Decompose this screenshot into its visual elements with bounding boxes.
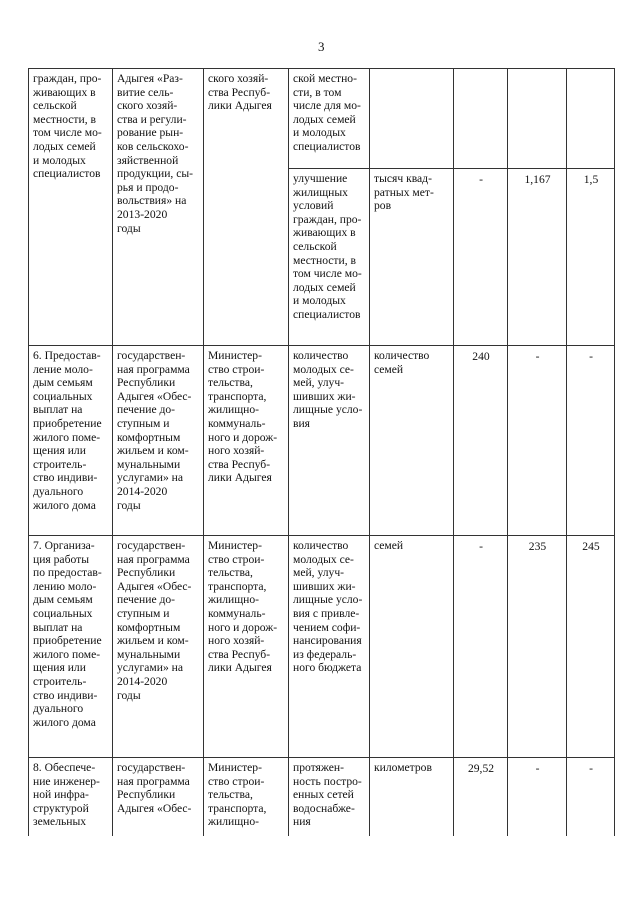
- page-number: 3: [318, 39, 325, 54]
- table-row: 6. Предостав- ление моло- дым семьям соц…: [28, 345, 615, 536]
- value-cell: 240: [453, 345, 508, 536]
- program-cell: государствен- ная программа Республики А…: [112, 757, 204, 836]
- table-row: граждан, про- живающих в сельской местно…: [28, 68, 615, 346]
- event-cell: 6. Предостав- ление моло- дым семьям соц…: [28, 345, 113, 536]
- value-cell: [453, 68, 508, 169]
- event-cell: граждан, про- живающих в сельской местно…: [28, 68, 113, 346]
- executor-cell: Министер- ство строи- тельства, транспор…: [203, 757, 289, 836]
- program-cell: государствен- ная программа Республики А…: [112, 535, 204, 758]
- table-row: 8. Обеспече- ние инженер- ной инфра- стр…: [28, 757, 615, 836]
- value-cell: 1,167: [507, 168, 567, 346]
- indicator-cell: количество молодых се- мей, улуч- шивших…: [288, 345, 370, 536]
- value-cell: -: [453, 535, 508, 758]
- value-cell: -: [566, 345, 615, 536]
- unit-cell: тысяч квад- ратных мет- ров: [369, 168, 454, 346]
- value-cell: 29,52: [453, 757, 508, 836]
- executor-cell: Министер- ство строи- тельства, транспор…: [203, 345, 289, 536]
- indicator-cell: ской местно- сти, в том числе для мо- ло…: [288, 68, 370, 169]
- event-cell: 7. Организа- ция работы по предостав- ле…: [28, 535, 113, 758]
- value-cell: 1,5: [566, 168, 615, 346]
- executor-cell: ского хозяй- ства Респуб- лики Адыгея: [203, 68, 289, 346]
- table-row: 7. Организа- ция работы по предостав- ле…: [28, 535, 615, 758]
- programs-table: граждан, про- живающих в сельской местно…: [28, 68, 615, 836]
- value-cell: [507, 68, 567, 169]
- program-cell: Адыгея «Раз- витие сель- ского хозяй- ст…: [112, 68, 204, 346]
- indicator-cell: протяжен- ность постро- енных сетей водо…: [288, 757, 370, 836]
- event-cell: 8. Обеспече- ние инженер- ной инфра- стр…: [28, 757, 113, 836]
- unit-cell: количество семей: [369, 345, 454, 536]
- indicator-cell: улучшение жилищных условий граждан, про-…: [288, 168, 370, 346]
- unit-cell: семей: [369, 535, 454, 758]
- unit-cell: [369, 68, 454, 169]
- value-cell: -: [507, 757, 567, 836]
- unit-cell: километров: [369, 757, 454, 836]
- executor-cell: Министер- ство строи- тельства, транспор…: [203, 535, 289, 758]
- program-cell: государствен- ная программа Республики А…: [112, 345, 204, 536]
- indicator-cell: количество молодых се- мей, улуч- шивших…: [288, 535, 370, 758]
- value-cell: 245: [566, 535, 615, 758]
- value-cell: -: [453, 168, 508, 346]
- value-cell: 235: [507, 535, 567, 758]
- value-cell: [566, 68, 615, 169]
- value-cell: -: [507, 345, 567, 536]
- value-cell: -: [566, 757, 615, 836]
- table-row: улучшение жилищных условий граждан, про-…: [29, 168, 615, 346]
